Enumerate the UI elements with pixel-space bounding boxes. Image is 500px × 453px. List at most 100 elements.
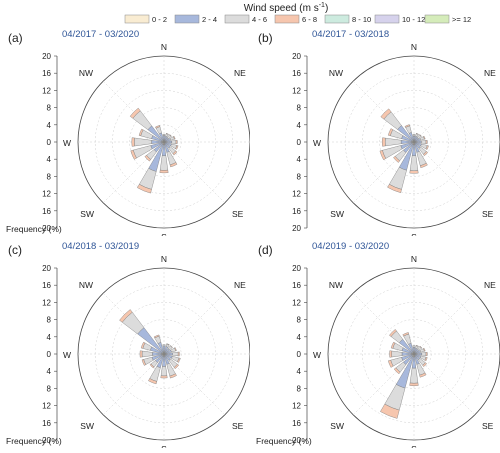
legend-label: 10 - 12	[402, 15, 425, 24]
axis-tick-label: 4	[297, 333, 302, 342]
rose-sector-n	[163, 345, 166, 346]
compass-label: NW	[329, 68, 343, 78]
compass-label: S	[411, 444, 417, 448]
axis-tick-label: 4	[297, 155, 302, 164]
wind-rose-d-chart: 20161284048121620NNEESESSWWNW(d)04/2019 …	[250, 237, 500, 448]
rose-sector-e	[426, 352, 427, 356]
compass-label: N	[411, 42, 417, 52]
compass-label: W	[63, 350, 71, 360]
compass-label: SW	[330, 209, 344, 219]
axis-tick-label: 12	[292, 86, 301, 95]
legend-swatch	[425, 15, 449, 23]
compass-label: S	[411, 232, 417, 236]
grid-spoke	[164, 81, 225, 142]
compass-label: N	[411, 254, 417, 264]
axis-tick-label: 12	[292, 190, 301, 199]
period-label: 04/2017 - 03/2020	[62, 29, 139, 40]
period-label: 04/2019 - 03/2020	[312, 241, 389, 252]
panel-label: (d)	[258, 243, 273, 257]
rose-sector-s	[410, 156, 418, 171]
rose-sector-w	[382, 138, 385, 147]
axis-tick-label: 4	[47, 333, 52, 342]
rose-sector-e	[421, 140, 426, 143]
axis-tick-label: 8	[47, 104, 52, 113]
compass-label: NE	[234, 68, 246, 78]
frequency-label: Frequency (%)	[6, 224, 62, 234]
rose-sector-s	[161, 366, 167, 376]
panel-label: (a)	[8, 31, 23, 45]
legend-label: 8 - 10	[352, 15, 371, 24]
legend-swatch	[325, 15, 349, 23]
axis-tick-label: 4	[297, 367, 302, 376]
compass-label: SE	[232, 421, 244, 431]
period-label: 04/2017 - 03/2018	[312, 29, 389, 40]
compass-label: SW	[80, 209, 94, 219]
axis-tick-label: 0	[297, 138, 302, 147]
axis-tick-label: 8	[297, 104, 302, 113]
rose-sector-w	[134, 138, 151, 146]
rose-sector-n	[413, 345, 415, 347]
compass-label: SE	[482, 421, 494, 431]
rose-sector-e	[176, 140, 177, 144]
compass-label: N	[161, 254, 167, 264]
wind-rose-panel-a: 20161284048121620NNEESESSWWNW(a)04/2017 …	[0, 25, 250, 236]
legend-label: 4 - 6	[252, 15, 267, 24]
axis-tick-label: 20	[42, 264, 51, 273]
grid-spoke	[414, 81, 475, 142]
axis-tick-label: 12	[42, 86, 51, 95]
wind-rose-panel-c: 20161284048121620NNEESESSWWNW(c)04/2018 …	[0, 237, 250, 448]
axis-tick-label: 8	[297, 172, 302, 181]
axis-tick-label: 20	[42, 52, 51, 61]
legend-swatch	[275, 15, 299, 23]
rose-sector-s	[410, 368, 418, 383]
compass-label: NW	[329, 280, 343, 290]
compass-label: NW	[79, 68, 93, 78]
rose-sector-w	[392, 351, 402, 357]
axis-tick-label: 20	[292, 224, 301, 233]
axis-tick-label: 12	[292, 298, 301, 307]
axis-tick-label: 8	[47, 172, 52, 181]
frequency-label: Frequency (%)	[256, 436, 312, 446]
panel-label: (c)	[8, 243, 22, 257]
rose-sector-e	[172, 140, 176, 143]
legend-label: 2 - 4	[202, 15, 217, 24]
axis-tick-label: 16	[42, 281, 51, 290]
grid-spoke	[414, 293, 475, 354]
legend-swatch	[375, 15, 399, 23]
rose-sector-s	[410, 383, 419, 386]
compass-label: S	[161, 232, 167, 236]
rose-sector-e	[178, 352, 179, 356]
rose-sector-w	[142, 351, 152, 357]
axis-tick-label: 12	[42, 298, 51, 307]
axis-tick-label: 16	[292, 207, 301, 216]
axis-tick-label: 0	[47, 138, 52, 147]
rose-sector-s	[410, 171, 419, 174]
axis-tick-label: 12	[42, 190, 51, 199]
axis-tick-label: 8	[47, 316, 52, 325]
axis-tick-label: 0	[47, 350, 52, 359]
axis-tick-label: 4	[47, 367, 52, 376]
compass-label: N	[161, 42, 167, 52]
axis-tick-label: 16	[292, 281, 301, 290]
period-label: 04/2018 - 03/2019	[62, 241, 139, 252]
panel-label: (b)	[258, 31, 273, 45]
compass-label: SW	[80, 421, 94, 431]
compass-label: NW	[79, 280, 93, 290]
rose-sector-e	[426, 140, 427, 144]
compass-label: SE	[482, 209, 494, 219]
axis-tick-label: 8	[297, 316, 302, 325]
frequency-label: Frequency (%)	[6, 436, 62, 446]
legend-swatch	[175, 15, 199, 23]
wind-rose-b-chart: 20161284048121620NNEESESSWWNW(b)04/2017 …	[250, 25, 500, 236]
wind-rose-panel-d: 20161284048121620NNEESESSWWNW(d)04/2019 …	[250, 237, 500, 448]
rose-sector-s	[161, 376, 168, 378]
wind-rose-c-chart: 20161284048121620NNEESESSWWNW(c)04/2018 …	[0, 237, 250, 448]
compass-label: W	[313, 350, 321, 360]
axis-tick-label: 16	[42, 419, 51, 428]
rose-sector-w	[132, 138, 135, 147]
compass-label: SW	[330, 421, 344, 431]
rose-sector-w	[385, 138, 401, 146]
legend-label: >= 12	[452, 15, 471, 24]
rose-sector-n	[163, 134, 165, 135]
